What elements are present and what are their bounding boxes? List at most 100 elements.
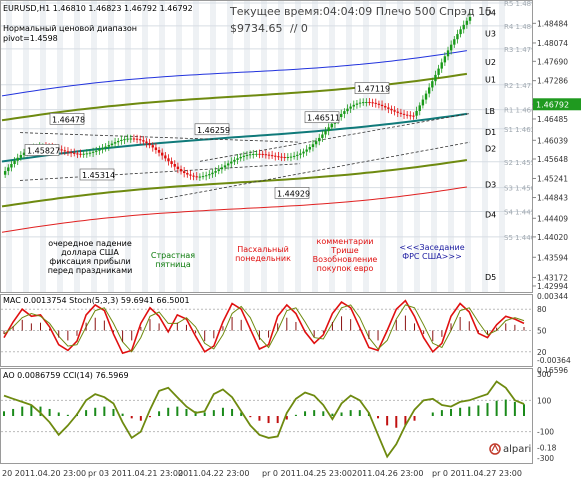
price-label-box xyxy=(24,144,60,156)
candle-body xyxy=(192,175,195,177)
session-stripe xyxy=(176,1,182,292)
candle-body xyxy=(318,137,321,142)
candle-body xyxy=(305,149,308,152)
session-stripe xyxy=(142,1,148,292)
band-label: U4 xyxy=(485,9,496,18)
stochastic-axis-label: 80 xyxy=(537,305,547,314)
candle-body xyxy=(314,141,318,145)
candle-body xyxy=(468,16,472,21)
stochastic-axis-label: 50 xyxy=(537,327,547,336)
candle-body xyxy=(173,164,176,167)
last-price-text: 1.46792 xyxy=(536,100,569,109)
candle-body xyxy=(431,81,434,88)
candle-body xyxy=(179,169,183,172)
session-stripe xyxy=(295,1,301,292)
candle-body xyxy=(437,68,440,75)
price-label: 1.46478 xyxy=(49,113,85,125)
candle-body xyxy=(390,108,393,111)
candle-body xyxy=(117,140,120,143)
session-stripe xyxy=(414,1,420,292)
candle-body xyxy=(330,123,333,128)
price-axis: 1.48484 1.48074 1.47690 1.47286 1.46792 1.464… xyxy=(532,19,581,463)
cci-axis-label: -300 xyxy=(537,454,554,463)
candle-body xyxy=(82,153,85,155)
candle-body xyxy=(101,148,104,150)
candle-body xyxy=(362,102,365,104)
candle-body xyxy=(91,151,95,153)
price-label: 1.47119 xyxy=(354,82,390,94)
candle-body xyxy=(321,134,324,138)
candle-body xyxy=(160,152,164,156)
candle-body xyxy=(327,127,330,131)
price-axis-tick-label: 1.46485 xyxy=(537,115,568,124)
candle-body xyxy=(434,74,437,82)
candle-body xyxy=(126,138,129,140)
candle-body xyxy=(19,155,23,158)
session-stripe xyxy=(227,1,233,292)
candle-body xyxy=(324,130,327,135)
band-label: U1 xyxy=(485,76,496,85)
event-annotation-line: ФРС США>>> xyxy=(402,252,462,261)
candle-body xyxy=(182,171,186,174)
event-annotation-line: очередное падение xyxy=(48,239,132,248)
session-stripe xyxy=(329,1,335,292)
candle-body xyxy=(204,175,208,177)
price-label-text: 1.46478 xyxy=(52,115,85,124)
pivot-level-label: R1 1.4668 xyxy=(504,107,540,115)
price-label-text: 1.44929 xyxy=(277,189,310,198)
candle-body xyxy=(302,151,305,154)
logo-text: alpari xyxy=(503,444,531,455)
price-label-text: 1.47119 xyxy=(357,85,390,94)
candle-body xyxy=(148,143,151,146)
time-axis-label: pr 0 2011.04.25 23:00 xyxy=(262,469,352,478)
price-axis-tick-label: 1.48484 xyxy=(537,19,568,28)
price-axis-tick-label: 1.45241 xyxy=(537,174,568,183)
price-axis-tick-label: 1.47286 xyxy=(537,77,568,86)
candle-body xyxy=(296,154,299,156)
candle-body xyxy=(170,161,173,165)
event-annotation-line: Возобновление xyxy=(313,255,378,264)
session-stripe xyxy=(244,1,250,292)
candle-body xyxy=(311,144,315,148)
candle-body xyxy=(267,154,271,156)
candle-body xyxy=(85,153,89,155)
session-stripe xyxy=(397,1,403,292)
cci-axis-label: -100 xyxy=(537,428,554,437)
cci-pane xyxy=(1,380,532,459)
candle-body xyxy=(383,106,387,108)
event-annotation-line: фиксация прибыли xyxy=(49,257,130,266)
band-label: U2 xyxy=(485,58,496,67)
time-axis-label: 2011.04.22 23:00 xyxy=(178,469,249,478)
candle-body xyxy=(299,153,302,155)
candle-body xyxy=(399,112,403,114)
event-annotation-line: пятница xyxy=(155,260,191,269)
candle-body xyxy=(258,153,261,155)
price-label-box xyxy=(354,82,390,94)
price-label-box xyxy=(194,123,230,136)
price-axis-tick-label: 1.47690 xyxy=(537,57,568,66)
price-label: 1.46511 xyxy=(304,111,340,124)
event-annotation-line: Пасхальный xyxy=(237,245,289,254)
candle-body xyxy=(98,149,101,151)
main-price-pane: 1.46478 1.45827 1.45314 1.46259 1.44929 1.471… xyxy=(1,0,540,282)
candle-body xyxy=(352,104,355,107)
candle-body xyxy=(277,156,280,158)
session-stripe xyxy=(159,1,165,292)
candle-body xyxy=(104,146,107,149)
trendline xyxy=(19,132,301,143)
price-axis-tick-label: 1.48074 xyxy=(537,39,568,48)
price-label-text: 1.45827 xyxy=(27,146,60,155)
candle-body xyxy=(340,113,343,118)
last-price-box xyxy=(533,98,581,111)
pivot-level-label: R5 1.4891 xyxy=(504,0,540,8)
candle-body xyxy=(424,93,428,100)
session-stripe xyxy=(261,1,267,292)
candle-body xyxy=(343,111,346,114)
price-axis-tick-label: 1.45648 xyxy=(537,155,568,164)
account-balance: $9734.65 xyxy=(230,22,283,35)
candle-body xyxy=(10,164,13,168)
session-stripe xyxy=(6,1,12,292)
candle-body xyxy=(63,150,67,152)
